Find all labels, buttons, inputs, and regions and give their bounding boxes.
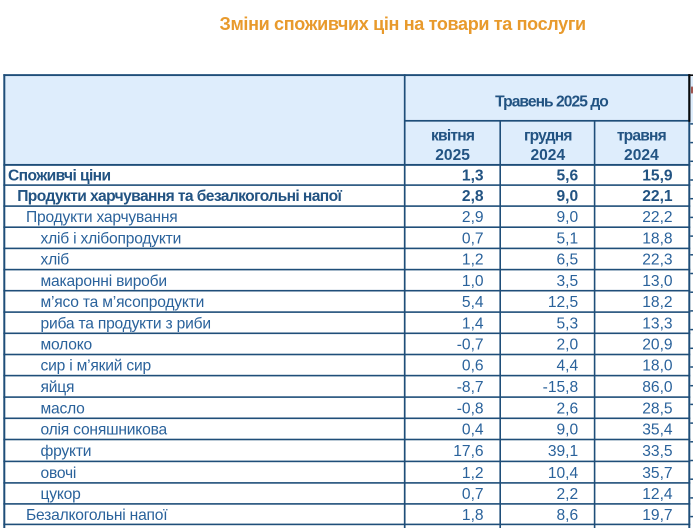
svg-text:риба та продукти з риби: риба та продукти з риби (41, 315, 211, 332)
svg-text:овочі: овочі (41, 465, 77, 482)
svg-text:18,0: 18,0 (642, 358, 673, 375)
svg-text:2025: 2025 (435, 147, 470, 164)
svg-text:5,4: 5,4 (462, 294, 484, 311)
svg-text:35,4: 35,4 (642, 422, 673, 439)
svg-text:20,9: 20,9 (642, 337, 672, 354)
svg-text:1,2: 1,2 (462, 252, 484, 269)
svg-text:2024: 2024 (624, 147, 659, 164)
svg-text:19,7: 19,7 (642, 507, 672, 524)
svg-text:2024: 2024 (530, 147, 565, 164)
svg-text:18,8: 18,8 (642, 230, 672, 247)
svg-text:1,2: 1,2 (462, 465, 484, 482)
svg-text:1,4: 1,4 (462, 315, 484, 332)
svg-text:39,1: 39,1 (548, 443, 578, 460)
svg-text:-0,8: -0,8 (457, 400, 484, 417)
svg-text:86,0: 86,0 (642, 379, 673, 396)
svg-text:2,8: 2,8 (462, 188, 484, 205)
svg-text:олія соняшникова: олія соняшникова (41, 422, 168, 439)
svg-text:фрукти: фрукти (41, 443, 92, 460)
svg-text:молоко: молоко (41, 337, 93, 354)
svg-text:12,4: 12,4 (642, 486, 673, 503)
svg-text:сир і м’який сир: сир і м’який сир (41, 358, 152, 375)
svg-text:4,4: 4,4 (557, 358, 579, 375)
svg-text:2,2: 2,2 (557, 486, 579, 503)
svg-text:22,2: 22,2 (642, 209, 672, 226)
svg-text:квітня: квітня (431, 128, 475, 145)
svg-text:17,6: 17,6 (453, 443, 483, 460)
svg-text:Продукти харчування: Продукти харчування (26, 209, 177, 226)
svg-text:0,6: 0,6 (462, 358, 484, 375)
svg-text:макаронні вироби: макаронні вироби (41, 273, 167, 290)
svg-text:-8,7: -8,7 (457, 379, 484, 396)
svg-text:0,7: 0,7 (462, 486, 484, 503)
svg-text:10,4: 10,4 (548, 465, 579, 482)
svg-text:Травень 2025 до: Травень 2025 до (495, 93, 608, 110)
svg-text:22,1: 22,1 (642, 188, 673, 205)
svg-text:грудня: грудня (524, 128, 572, 145)
svg-text:9,0: 9,0 (557, 188, 579, 205)
svg-text:1,0: 1,0 (462, 273, 484, 290)
svg-text:35,7: 35,7 (642, 465, 672, 482)
svg-text:3,5: 3,5 (557, 273, 579, 290)
svg-text:хліб і хлібопродукти: хліб і хлібопродукти (41, 230, 182, 247)
svg-text:Зміни споживчих цін на товари: Зміни споживчих цін на товари та послуги (220, 14, 586, 34)
svg-text:13,3: 13,3 (642, 315, 672, 332)
svg-text:15,9: 15,9 (642, 168, 673, 185)
svg-text:5,1: 5,1 (557, 230, 579, 247)
svg-text:цукор: цукор (41, 486, 82, 503)
svg-text:13,0: 13,0 (642, 273, 673, 290)
svg-text:6,5: 6,5 (557, 252, 579, 269)
svg-text:2,6: 2,6 (557, 400, 579, 417)
svg-text:Безалкогольні напої: Безалкогольні напої (26, 507, 168, 524)
svg-text:0,4: 0,4 (462, 422, 484, 439)
svg-text:2,9: 2,9 (462, 209, 484, 226)
svg-text:травня: травня (617, 128, 667, 145)
svg-text:2,0: 2,0 (557, 337, 579, 354)
svg-text:1,8: 1,8 (462, 507, 484, 524)
svg-text:-15,8: -15,8 (543, 379, 579, 396)
svg-text:12,5: 12,5 (548, 294, 579, 311)
svg-text:33,5: 33,5 (642, 443, 673, 460)
svg-text:Споживчі ціни: Споживчі ціни (8, 168, 110, 185)
svg-text:8,6: 8,6 (557, 507, 579, 524)
svg-text:5,3: 5,3 (557, 315, 579, 332)
svg-text:22,3: 22,3 (642, 252, 672, 269)
svg-text:5,6: 5,6 (557, 168, 579, 185)
svg-text:9,0: 9,0 (557, 422, 579, 439)
svg-text:28,5: 28,5 (642, 400, 673, 417)
svg-text:Продукти харчування та безалко: Продукти харчування та безалкогольні нап… (17, 188, 342, 205)
svg-text:0,7: 0,7 (462, 230, 484, 247)
svg-text:1,3: 1,3 (462, 168, 484, 185)
svg-text:масло: масло (41, 400, 86, 417)
svg-text:хліб: хліб (41, 252, 70, 269)
svg-text:м’ясо та м’ясопродукти: м’ясо та м’ясопродукти (41, 294, 205, 311)
svg-text:-0,7: -0,7 (457, 337, 484, 354)
svg-text:18,2: 18,2 (642, 294, 672, 311)
svg-text:9,0: 9,0 (557, 209, 579, 226)
svg-text:яйця: яйця (41, 379, 75, 396)
